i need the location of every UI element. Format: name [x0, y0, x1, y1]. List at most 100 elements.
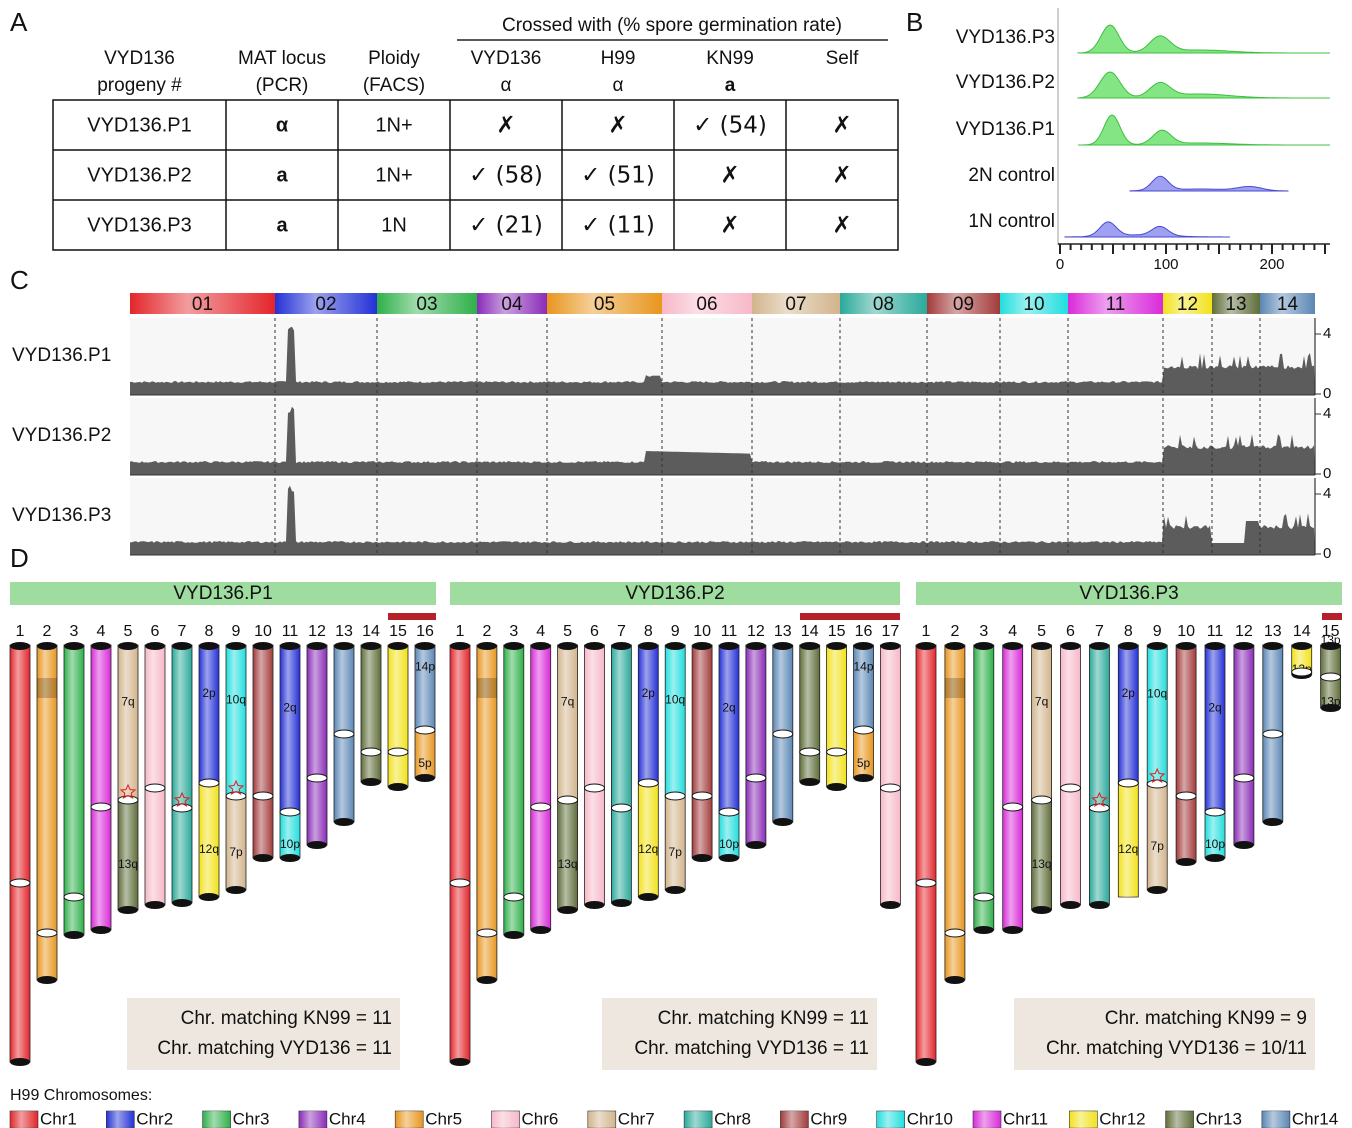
summary-line: Chr. matching KN99 = 11: [181, 1008, 392, 1029]
centromere: [503, 892, 525, 902]
centromere: [745, 773, 767, 783]
chr-number: 8: [644, 623, 653, 640]
centromere: [772, 729, 794, 739]
chr-shine: [530, 645, 551, 930]
table-cell: a: [276, 214, 288, 236]
chr-shine: [503, 645, 524, 935]
marker-bar: [1322, 613, 1342, 620]
chr-cap: [1031, 642, 1052, 650]
centromere: [90, 802, 112, 812]
chr-cap: [826, 783, 847, 791]
segment-label: 10q: [1147, 687, 1167, 701]
facs-panel: VYD136.P3 VYD136.P2 VYD136.P1 2N control 1N …: [956, 8, 1330, 273]
chr-shine: [826, 645, 847, 787]
chr-number: 12: [308, 623, 326, 640]
chr-cap: [638, 642, 659, 650]
chr-cap: [1060, 642, 1081, 650]
segment-label: 2q: [1208, 701, 1221, 715]
column-header: Ploidy: [368, 48, 420, 69]
chr-bar-label: 06: [696, 294, 717, 315]
histogram: [1129, 175, 1289, 192]
chr-shine: [253, 645, 273, 858]
chr-cap: [638, 893, 659, 901]
chr-cap: [91, 926, 111, 934]
segment-label: 2p: [1122, 686, 1136, 700]
chr-number: 17: [882, 623, 900, 640]
chr-number: 15: [828, 623, 846, 640]
chr-number: 5: [1037, 623, 1046, 640]
summary-box: [602, 998, 877, 1070]
chr-number: 1: [922, 623, 931, 640]
segment-label: 5p: [857, 756, 871, 770]
segment-label: 13q: [118, 857, 138, 871]
chr-cap: [226, 886, 246, 894]
sample-label: VYD136.P1: [12, 345, 111, 366]
table-cell: ✗: [608, 113, 627, 139]
chr-number: 16: [416, 623, 434, 640]
centromere: [1204, 807, 1226, 817]
legend-shine: [876, 1111, 905, 1128]
chr-number: 4: [97, 623, 106, 640]
chr-number: 2: [43, 623, 52, 640]
chr-cap: [199, 642, 219, 650]
chr-shine: [199, 783, 219, 897]
chr-shine: [692, 645, 713, 858]
chr-cap: [361, 642, 381, 650]
chr-cap: [1262, 642, 1283, 650]
chr-number: 3: [70, 623, 79, 640]
chr-cap: [172, 899, 192, 907]
strain-title: VYD136.P1: [173, 583, 272, 604]
chr-cap: [415, 642, 435, 650]
chr-number: 16: [855, 623, 873, 640]
chr-bar-label: 05: [594, 294, 615, 315]
legend-label: Chr2: [136, 1109, 173, 1128]
centromere: [1320, 672, 1342, 682]
x-tick-label: 100: [1153, 256, 1178, 273]
summary-line: Chr. matching KN99 = 11: [658, 1008, 869, 1029]
histogram: [1064, 221, 1230, 238]
centromere: [826, 747, 848, 757]
chr-bar-label: 13: [1225, 294, 1246, 315]
centromere: [1291, 667, 1313, 677]
chr-cap: [719, 854, 739, 862]
column-header: H99: [601, 48, 636, 69]
chr-shine: [37, 645, 57, 980]
chr-shine: [853, 730, 874, 778]
chr-cap: [665, 642, 686, 650]
centromere: [1060, 783, 1081, 793]
panel-label: C: [10, 265, 29, 295]
chr-shine: [1118, 783, 1139, 897]
panel-label: A: [10, 7, 28, 37]
column-header: progeny #: [97, 75, 182, 96]
chr-number: 7: [1095, 623, 1104, 640]
centromere: [171, 803, 193, 813]
chr-shine: [1060, 645, 1081, 905]
chr-cap: [1176, 642, 1197, 650]
segment-label: 14p: [415, 660, 435, 674]
chr-cap: [916, 642, 936, 650]
legend-shine: [780, 1111, 809, 1128]
segment-label: 14p: [853, 660, 873, 674]
table-cell: ✗: [720, 163, 739, 189]
chr-bar-label: 01: [192, 294, 213, 315]
centromere: [879, 783, 901, 793]
chr-cap: [64, 642, 84, 650]
column-header: α: [501, 75, 512, 96]
chr-number: 7: [178, 623, 187, 640]
chr-shine: [415, 730, 435, 778]
segment-label: 2q: [722, 701, 735, 715]
legend-shine: [202, 1111, 231, 1128]
chr-bar-label: 04: [501, 294, 523, 315]
chr-cap: [611, 899, 632, 907]
legend-label: Chr9: [810, 1109, 847, 1128]
column-header: a: [725, 75, 736, 96]
table-cell: VYD136.P3: [87, 214, 192, 236]
centromere: [1146, 779, 1168, 789]
chr-number: 11: [721, 623, 738, 640]
segment-label: 7p: [669, 845, 683, 859]
chr-cap: [1320, 642, 1341, 650]
chr-cap: [64, 931, 84, 939]
table-cell: a: [276, 164, 288, 186]
legend-shine: [587, 1111, 616, 1128]
